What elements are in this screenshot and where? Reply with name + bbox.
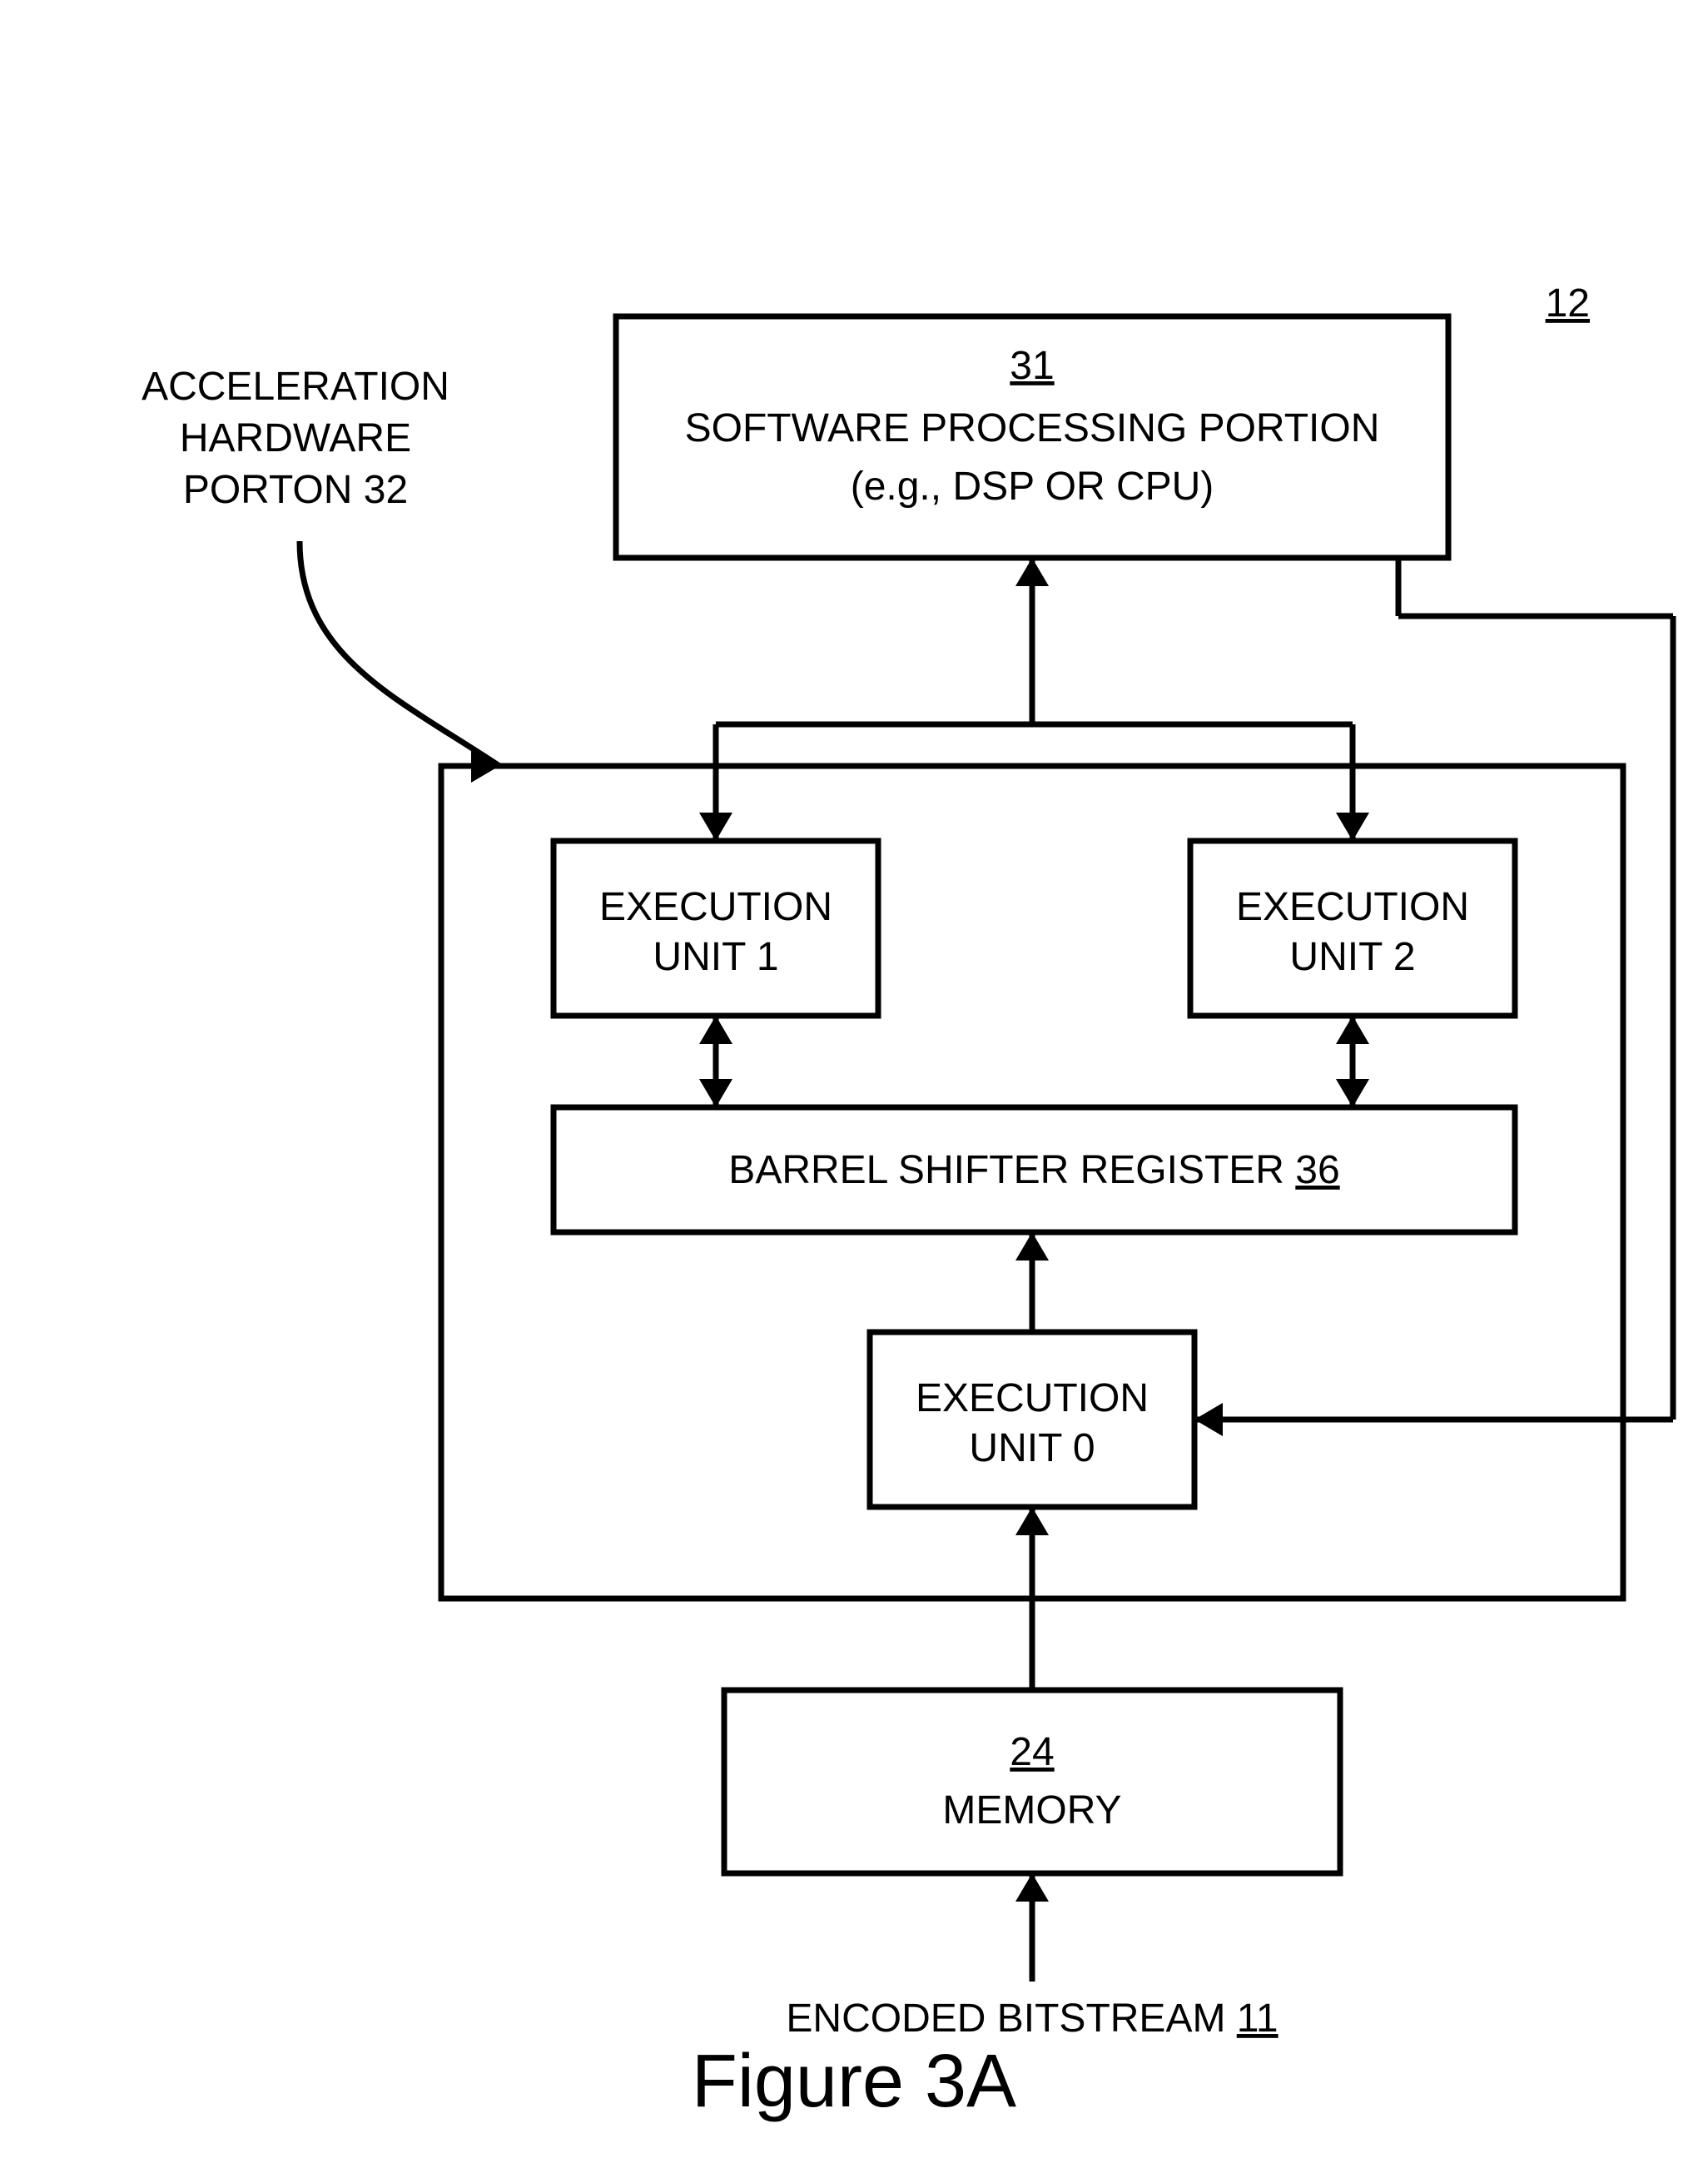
memory-block	[724, 1690, 1340, 1873]
exec0-l2: UNIT 0	[969, 1426, 1095, 1470]
ref-label-12: 12	[1546, 281, 1590, 326]
swp-ref-num: 31	[1010, 344, 1054, 388]
diagram-root: 12 31 SOFTWARE PROCESSING PORTION (e.g., DS…	[0, 0, 1708, 2178]
exec2-l2: UNIT 2	[1289, 935, 1415, 979]
exec2-l1: EXECUTION	[1236, 885, 1469, 929]
bitstream-label: ENCODED BITSTREAM 11	[786, 1996, 1278, 2041]
memory-label: MEMORY	[942, 1788, 1121, 1832]
swp-line2: (e.g., DSP OR CPU)	[851, 465, 1214, 509]
hw-label-l1: ACCELERATION	[142, 365, 449, 409]
hw-label-l3: PORTON 32	[183, 468, 408, 512]
swp-line1: SOFTWARE PROCESSING PORTION	[685, 406, 1380, 450]
exec1-l2: UNIT 1	[653, 935, 778, 979]
hw-leader	[300, 541, 499, 766]
exec1-l1: EXECUTION	[599, 885, 832, 929]
figure-caption: Figure 3A	[692, 2040, 1016, 2123]
memory-ref-num: 24	[1010, 1730, 1054, 1774]
bsr-label: BARREL SHIFTER REGISTER 36	[728, 1148, 1339, 1192]
exec0-l1: EXECUTION	[916, 1376, 1149, 1420]
hw-label-l2: HARDWARE	[180, 416, 411, 460]
